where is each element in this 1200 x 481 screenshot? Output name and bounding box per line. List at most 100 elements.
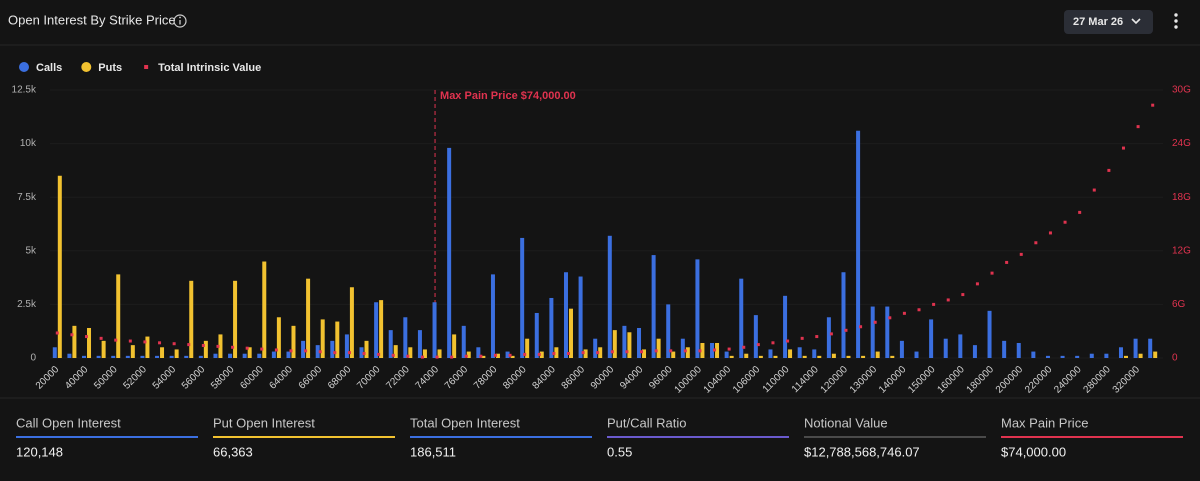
bar	[861, 355, 866, 358]
intrinsic-dot	[201, 343, 205, 347]
bar	[651, 255, 656, 358]
bar	[1133, 338, 1138, 358]
bar	[768, 349, 773, 358]
bar	[680, 338, 685, 358]
bar	[422, 349, 427, 358]
bar	[174, 349, 179, 358]
bar	[96, 355, 101, 358]
bar	[642, 349, 647, 358]
bar	[257, 353, 262, 358]
stat-underline	[410, 436, 592, 438]
bar	[111, 355, 116, 358]
bar	[335, 321, 340, 358]
expiry-dropdown[interactable]: 27 Mar 26	[1064, 10, 1153, 34]
stat-label: Put Open Interest	[213, 415, 315, 430]
bar	[890, 355, 895, 358]
bar	[875, 351, 880, 358]
bar	[622, 325, 627, 358]
stat-value: 186,511	[410, 444, 456, 459]
intrinsic-dot	[873, 320, 877, 324]
intrinsic-dot	[1151, 103, 1155, 107]
bar	[710, 342, 715, 358]
bar	[1002, 340, 1007, 358]
intrinsic-dot	[961, 293, 965, 297]
intrinsic-dot	[1092, 188, 1096, 192]
bar	[495, 353, 500, 358]
menu-button[interactable]	[1174, 13, 1178, 29]
intrinsic-dot	[1107, 168, 1111, 172]
bar	[262, 261, 267, 358]
bar	[140, 355, 145, 358]
bar	[1123, 355, 1128, 358]
y2-tick-label: 30G	[1172, 85, 1191, 96]
bar	[1138, 353, 1143, 358]
stat-underline	[607, 436, 789, 438]
bar	[539, 351, 544, 358]
bar	[218, 334, 223, 358]
bar	[637, 327, 642, 358]
intrinsic-dot	[1019, 252, 1023, 256]
bar	[695, 259, 700, 358]
info-icon[interactable]	[173, 14, 187, 28]
bar	[330, 340, 335, 358]
intrinsic-dot	[1136, 125, 1140, 129]
bar	[271, 351, 276, 358]
intrinsic-dot	[333, 351, 337, 355]
bar	[203, 340, 208, 358]
bar	[130, 345, 135, 358]
bar	[817, 355, 822, 358]
y-tick-label: 2.5k	[17, 299, 37, 310]
bar	[320, 319, 325, 358]
bar	[783, 295, 788, 358]
bar	[715, 342, 720, 358]
intrinsic-dot	[844, 328, 848, 332]
bar	[388, 330, 393, 358]
bar	[1104, 353, 1109, 358]
bar	[301, 340, 306, 358]
bar	[656, 338, 661, 358]
intrinsic-dot	[917, 308, 921, 312]
intrinsic-dot	[537, 352, 541, 356]
intrinsic-dot	[727, 347, 731, 351]
intrinsic-dot	[55, 331, 59, 335]
intrinsic-dot	[975, 282, 979, 286]
stat-label: Put/Call Ratio	[607, 415, 686, 430]
legend-label: Puts	[98, 62, 122, 74]
intrinsic-dot	[654, 349, 658, 353]
intrinsic-dot	[1078, 210, 1082, 214]
intrinsic-dot	[128, 339, 132, 343]
intrinsic-dot	[815, 335, 819, 339]
bar	[286, 351, 291, 358]
intrinsic-dot	[318, 350, 322, 354]
intrinsic-dot	[406, 354, 410, 358]
bar	[831, 353, 836, 358]
bar	[826, 317, 831, 358]
bar	[627, 332, 632, 358]
intrinsic-dot	[1005, 260, 1009, 264]
intrinsic-dot	[143, 340, 147, 344]
bar	[72, 325, 77, 358]
bar	[476, 347, 481, 358]
bar	[379, 300, 384, 358]
intrinsic-dot	[829, 332, 833, 336]
intrinsic-dot	[596, 351, 600, 355]
stat-underline	[804, 436, 986, 438]
bar	[101, 340, 106, 358]
bar	[466, 351, 471, 358]
chart-title: Open Interest By Strike Price	[8, 12, 176, 27]
intrinsic-dot	[990, 271, 994, 275]
intrinsic-dot	[245, 346, 249, 350]
intrinsic-dot	[479, 354, 483, 358]
intrinsic-dot	[216, 344, 220, 348]
bar	[1153, 351, 1158, 358]
intrinsic-dot	[932, 302, 936, 306]
bar	[247, 347, 252, 358]
bar	[393, 345, 398, 358]
intrinsic-dot	[508, 353, 512, 357]
y2-tick-label: 0	[1172, 353, 1178, 364]
y-tick-label: 0	[30, 353, 36, 364]
intrinsic-dot	[304, 349, 308, 353]
intrinsic-dot	[552, 352, 556, 356]
stat-underline	[1001, 436, 1183, 438]
intrinsic-dot	[669, 349, 673, 353]
